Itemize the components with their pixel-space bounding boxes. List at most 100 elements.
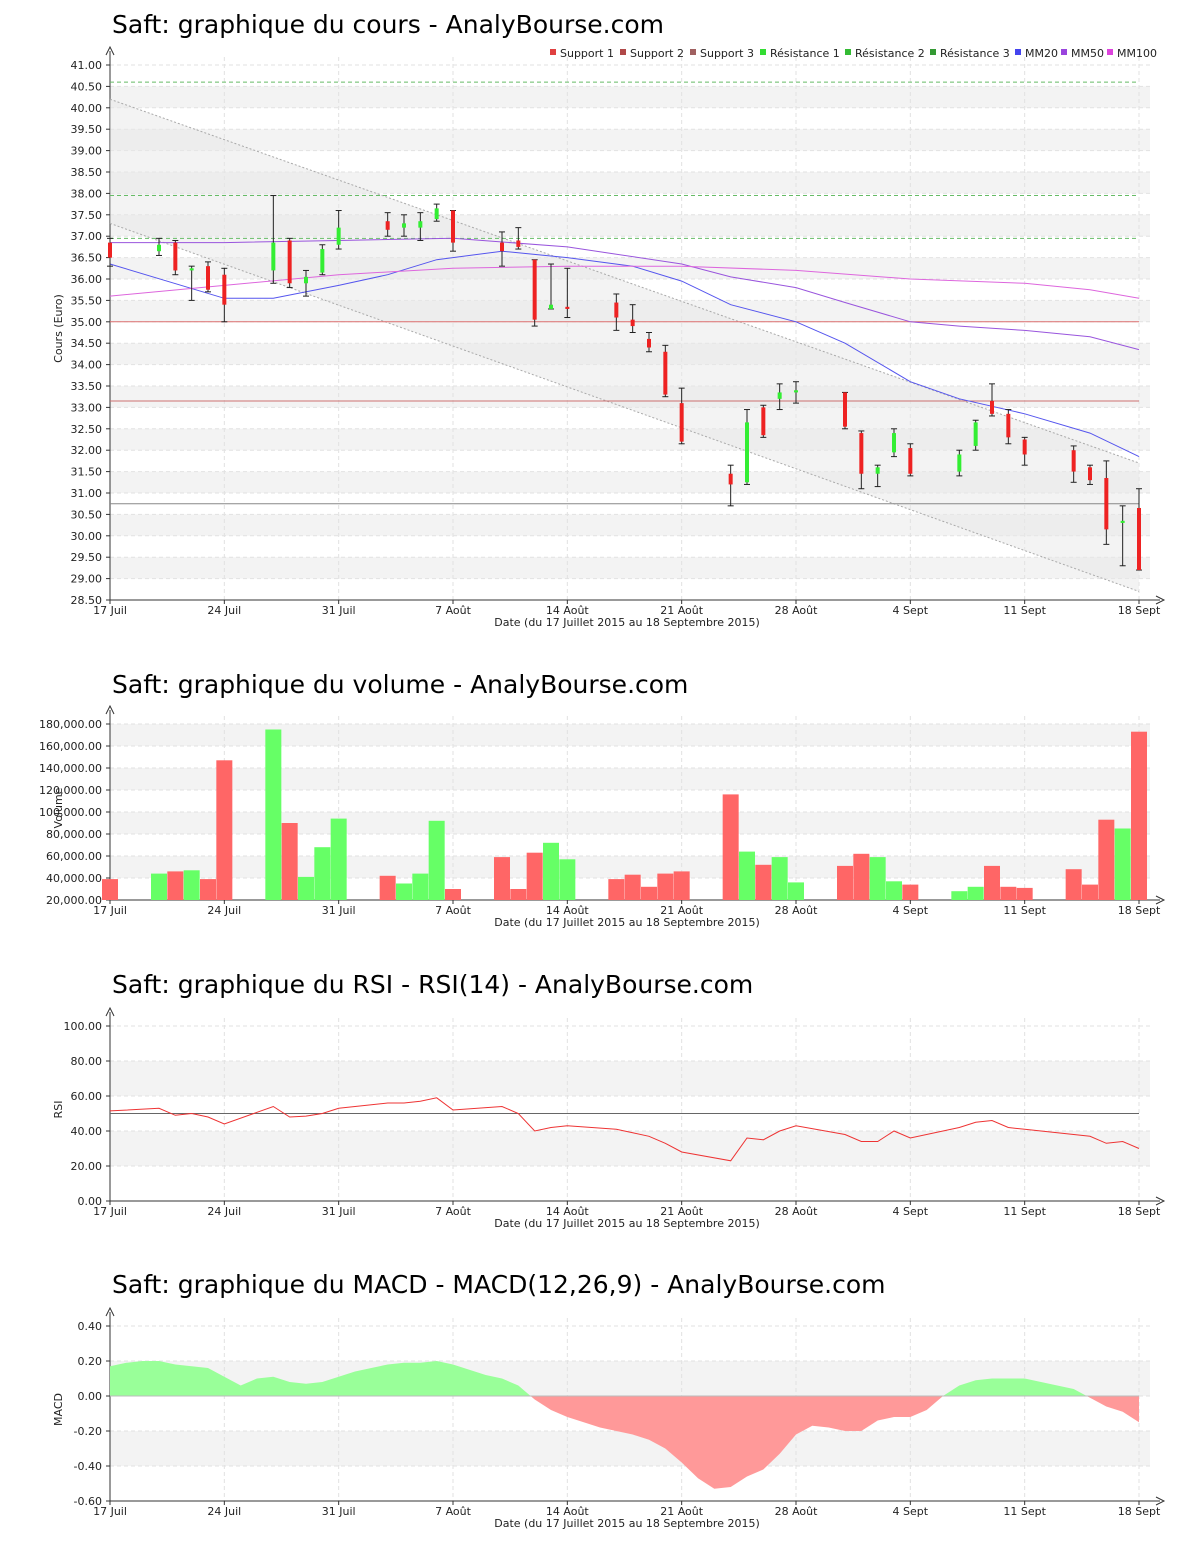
macd-positive-area	[943, 1378, 1087, 1396]
y-tick-label: 35.50	[71, 294, 103, 307]
y-tick-label: 40.50	[71, 80, 103, 93]
y-axis-label: RSI	[52, 1101, 65, 1119]
candle-body	[336, 227, 341, 245]
grid-band	[110, 768, 1150, 790]
candle-body	[630, 319, 635, 327]
x-tick-label: 21 Août	[660, 1505, 704, 1518]
y-tick-label: 35.00	[71, 316, 103, 329]
candle	[989, 383, 995, 417]
x-tick-label: 24 Juil	[207, 604, 241, 617]
y-tick-label: 29.50	[71, 551, 103, 564]
x-tick-label: 18 Sept	[1118, 1205, 1161, 1218]
volume-bar	[739, 851, 755, 900]
y-tick-label: 37.00	[71, 230, 103, 243]
y-tick-label: 60.00	[71, 1090, 103, 1103]
y-tick-label: 39.50	[71, 123, 103, 136]
grid-band	[110, 172, 1150, 194]
legend-swatch	[1015, 49, 1021, 55]
candle	[1136, 488, 1142, 571]
grid-band	[110, 856, 1150, 878]
candle-body	[500, 242, 504, 252]
candle-body	[957, 454, 962, 472]
volume-bar	[869, 857, 886, 900]
candle-body	[189, 268, 194, 271]
candle	[744, 409, 750, 485]
candle	[433, 203, 440, 222]
volume-bar	[657, 873, 674, 900]
volume-bar	[1131, 731, 1147, 900]
candle-body	[451, 210, 455, 243]
x-tick-label: 17 Juil	[93, 1505, 127, 1518]
candle	[270, 195, 277, 284]
x-tick-label: 21 Août	[660, 1205, 704, 1218]
candle-body	[320, 249, 325, 273]
grid-band	[110, 724, 1150, 746]
legend-item: MM50	[1061, 47, 1104, 60]
legend-label: Résistance 2	[855, 47, 925, 60]
y-tick-label: -0.40	[74, 1460, 102, 1473]
legend-item: Résistance 3	[930, 47, 1010, 60]
y-tick-label: 120,000.00	[39, 784, 102, 797]
candle-body	[385, 221, 390, 230]
x-axis-label: Date (du 17 Juillet 2015 au 18 Septembre…	[494, 616, 760, 629]
volume-bar	[755, 864, 772, 900]
candle-body	[434, 208, 439, 220]
candle	[1087, 464, 1093, 485]
candle	[760, 404, 767, 438]
legend-item: Support 1	[550, 47, 614, 60]
x-tick-label: 28 Août	[775, 604, 819, 617]
legend-swatch	[620, 49, 626, 55]
y-axis-label: Cours (Euro)	[52, 294, 65, 363]
y-tick-label: 39.00	[71, 145, 103, 158]
x-tick-label: 11 Sept	[1003, 904, 1046, 917]
volume-bar	[1065, 869, 1082, 900]
candle-body	[532, 259, 537, 320]
y-tick-label: 32.00	[71, 444, 103, 457]
trend-channel-fill	[110, 99, 1139, 592]
volume-bar	[853, 853, 870, 900]
candle-body	[728, 473, 733, 485]
y-tick-label: 40,000.00	[46, 872, 102, 885]
legend-label: Résistance 1	[770, 47, 840, 60]
y-axis-arrow	[105, 704, 115, 715]
y-tick-label: 20,000.00	[46, 894, 102, 907]
candle-body	[679, 403, 684, 442]
legend-label: Support 2	[630, 47, 684, 60]
x-tick-label: 7 Août	[435, 604, 472, 617]
macd-chart-title: Saft: graphique du MACD - MACD(12,26,9) …	[112, 1270, 886, 1299]
x-axis-label: Date (du 17 Juillet 2015 au 18 Septembre…	[494, 916, 760, 929]
macd-chart-panel: Saft: graphique du MACD - MACD(12,26,9) …	[0, 1260, 1200, 1550]
y-tick-label: 40.00	[71, 1125, 103, 1138]
candle-body	[1120, 520, 1125, 523]
candle-body	[271, 242, 276, 271]
candle	[1103, 460, 1110, 545]
candle	[499, 231, 505, 267]
volume-bar	[902, 884, 919, 900]
candle	[842, 391, 848, 430]
x-tick-label: 7 Août	[435, 1505, 472, 1518]
volume-bar	[1016, 887, 1033, 900]
volume-bar	[624, 874, 641, 900]
candle	[629, 304, 636, 333]
candle-body	[565, 306, 570, 309]
candle-body	[875, 467, 880, 474]
candle	[891, 428, 897, 458]
candle-body	[173, 242, 178, 271]
y-tick-label: 32.50	[71, 423, 103, 436]
x-tick-label: 18 Sept	[1118, 604, 1161, 617]
candle-body	[1022, 439, 1027, 455]
legend-item: Support 3	[690, 47, 754, 60]
volume-bar	[788, 882, 804, 900]
candle-body	[516, 240, 521, 247]
moving-average-mm100	[109, 265, 1140, 299]
rsi-chart-panel: Saft: graphique du RSI - RSI(14) - Analy…	[0, 960, 1200, 1230]
macd-chart: -0.60 -0.40 -0.20 0.00 0.20 0.40 17 Juil 24 Jui…	[52, 1306, 1166, 1530]
legend-item: MM100	[1107, 47, 1157, 60]
y-tick-label: -0.60	[74, 1495, 102, 1508]
y-tick-label: 36.50	[71, 252, 103, 265]
x-tick-label: 28 Août	[775, 1505, 819, 1518]
candle	[972, 419, 979, 451]
volume-bar	[967, 886, 984, 900]
volume-bar	[102, 879, 118, 900]
price-chart-title: Saft: graphique du cours - AnalyBourse.c…	[112, 10, 664, 39]
